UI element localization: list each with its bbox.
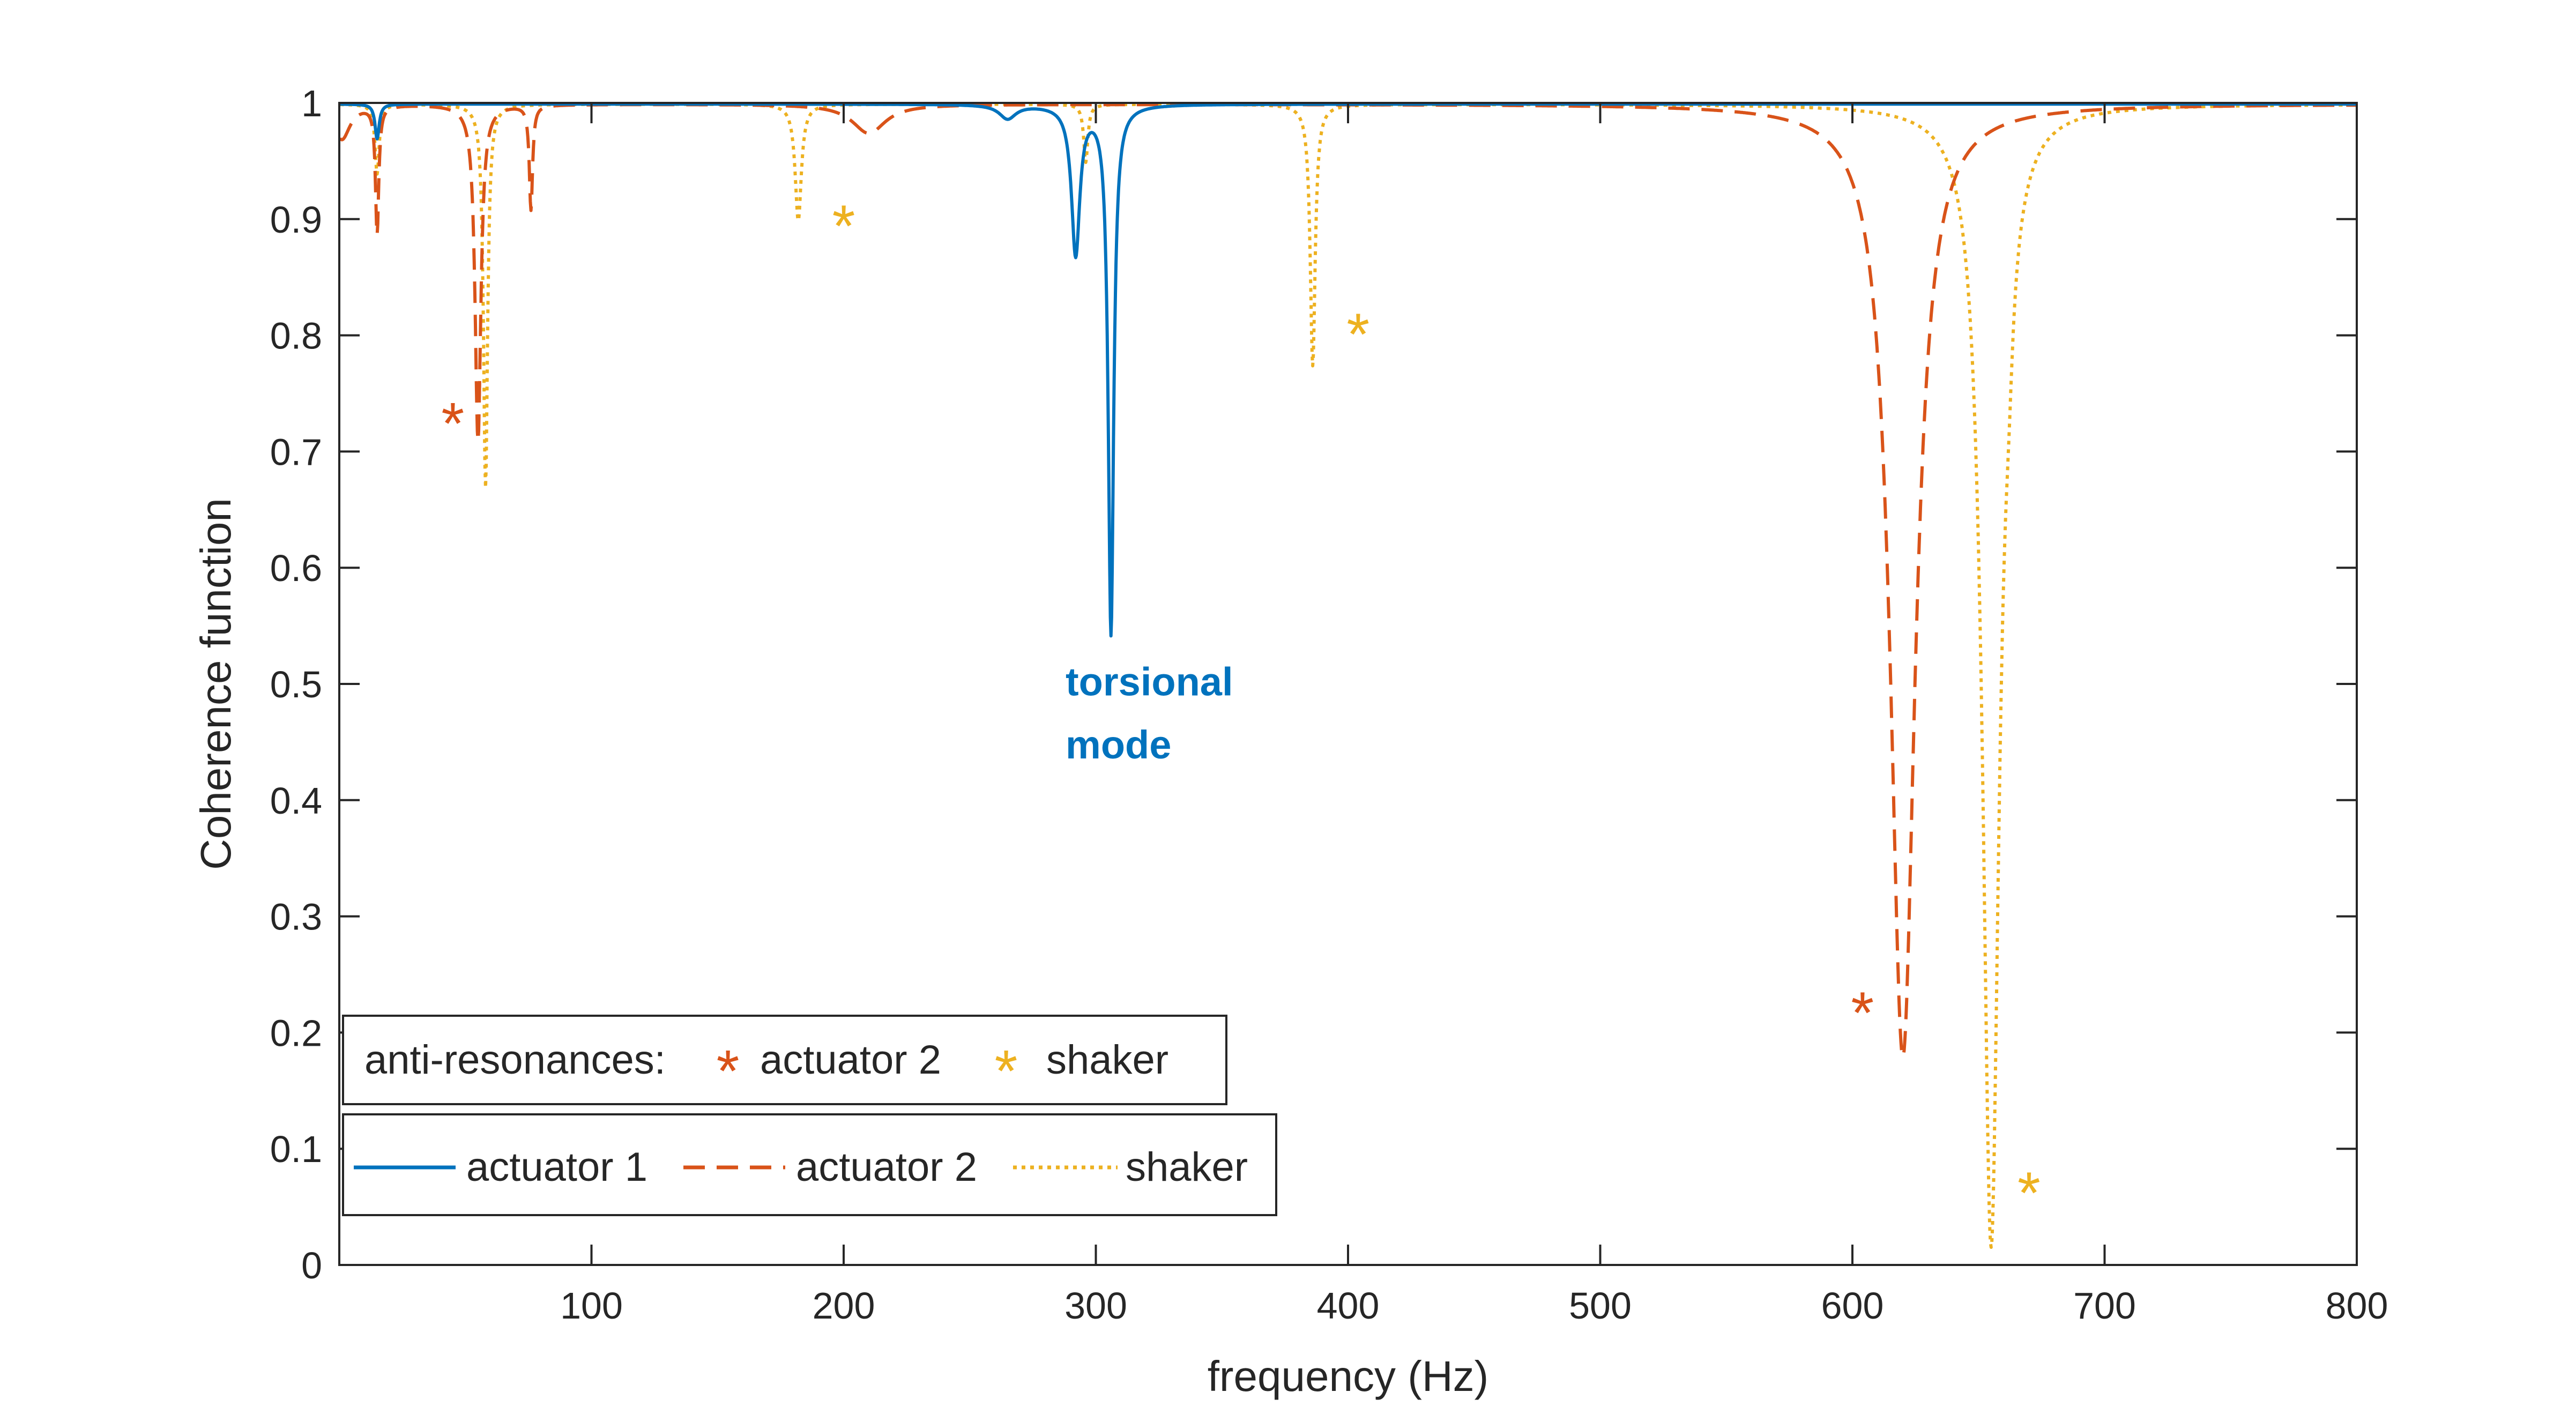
anti-resonance-marker-shaker: * <box>2017 1160 2041 1226</box>
legend-label-actuator-1: actuator 1 <box>466 1144 647 1190</box>
anti-resonance-marker-actuator-2: * <box>441 391 464 457</box>
x-tick-label: 700 <box>2073 1285 2136 1327</box>
anti-resonance-legend-star-actuator-2: * <box>717 1038 740 1104</box>
anti-resonance-marker-actuator-2: * <box>1851 980 1874 1046</box>
y-tick-label: 1 <box>301 83 322 124</box>
y-tick-label: 0.7 <box>270 431 322 473</box>
annotation-torsional: torsional <box>1066 660 1233 704</box>
anti-resonance-marker-shaker: * <box>1346 301 1369 367</box>
legend-label-actuator-2: actuator 2 <box>796 1144 977 1190</box>
anti-resonance-legend-label-actuator-2: actuator 2 <box>760 1037 941 1083</box>
x-tick-label: 400 <box>1317 1285 1380 1327</box>
x-tick-label: 200 <box>813 1285 875 1327</box>
legend-label-shaker: shaker <box>1126 1144 1248 1190</box>
x-tick-label: 800 <box>2326 1285 2388 1327</box>
x-tick-labels: 100 200 300 400 500 600 700 800 <box>560 1285 2388 1327</box>
x-axis-label: frequency (Hz) <box>1208 1352 1489 1400</box>
y-tick-label: 0.3 <box>270 896 322 938</box>
anti-resonance-legend-box <box>342 1015 1227 1105</box>
anti-resonance-legend: anti-resonances: * actuator 2 * shaker <box>342 1015 1227 1105</box>
y-tick-label: 0.4 <box>270 780 322 822</box>
y-axis-label: Coherence function <box>192 498 240 870</box>
y-tick-labels: 0 0.1 0.2 0.3 0.4 0.5 0.6 0.7 0.8 0.9 1 <box>270 83 322 1286</box>
y-tick-label: 0.2 <box>270 1012 322 1054</box>
x-tick-label: 100 <box>560 1285 623 1327</box>
y-tick-label: 0.6 <box>270 547 322 589</box>
anti-resonance-legend-star-shaker: * <box>995 1038 1018 1104</box>
anti-resonance-marker-shaker: * <box>832 193 855 259</box>
x-tick-label: 600 <box>1821 1285 1884 1327</box>
series-legend-box <box>342 1113 1277 1216</box>
anti-resonance-legend-label-shaker: shaker <box>1046 1037 1168 1083</box>
x-tick-label: 500 <box>1569 1285 1632 1327</box>
y-tick-label: 0 <box>301 1245 322 1286</box>
anti-resonance-legend-title: anti-resonances: <box>364 1037 666 1083</box>
y-tick-label: 0.9 <box>270 199 322 241</box>
anti-resonance-markers: * * * * * <box>441 193 2040 1226</box>
annotation-layer: torsional mode <box>1066 660 1233 767</box>
annotation-mode: mode <box>1066 723 1171 767</box>
series-legend: actuator 1 actuator 2 shaker <box>342 1113 1277 1216</box>
y-tick-label: 0.8 <box>270 315 322 357</box>
y-tick-label: 0.1 <box>270 1128 322 1170</box>
y-tick-label: 0.5 <box>270 664 322 705</box>
x-tick-label: 300 <box>1064 1285 1127 1327</box>
plot-frame <box>338 102 2358 1266</box>
